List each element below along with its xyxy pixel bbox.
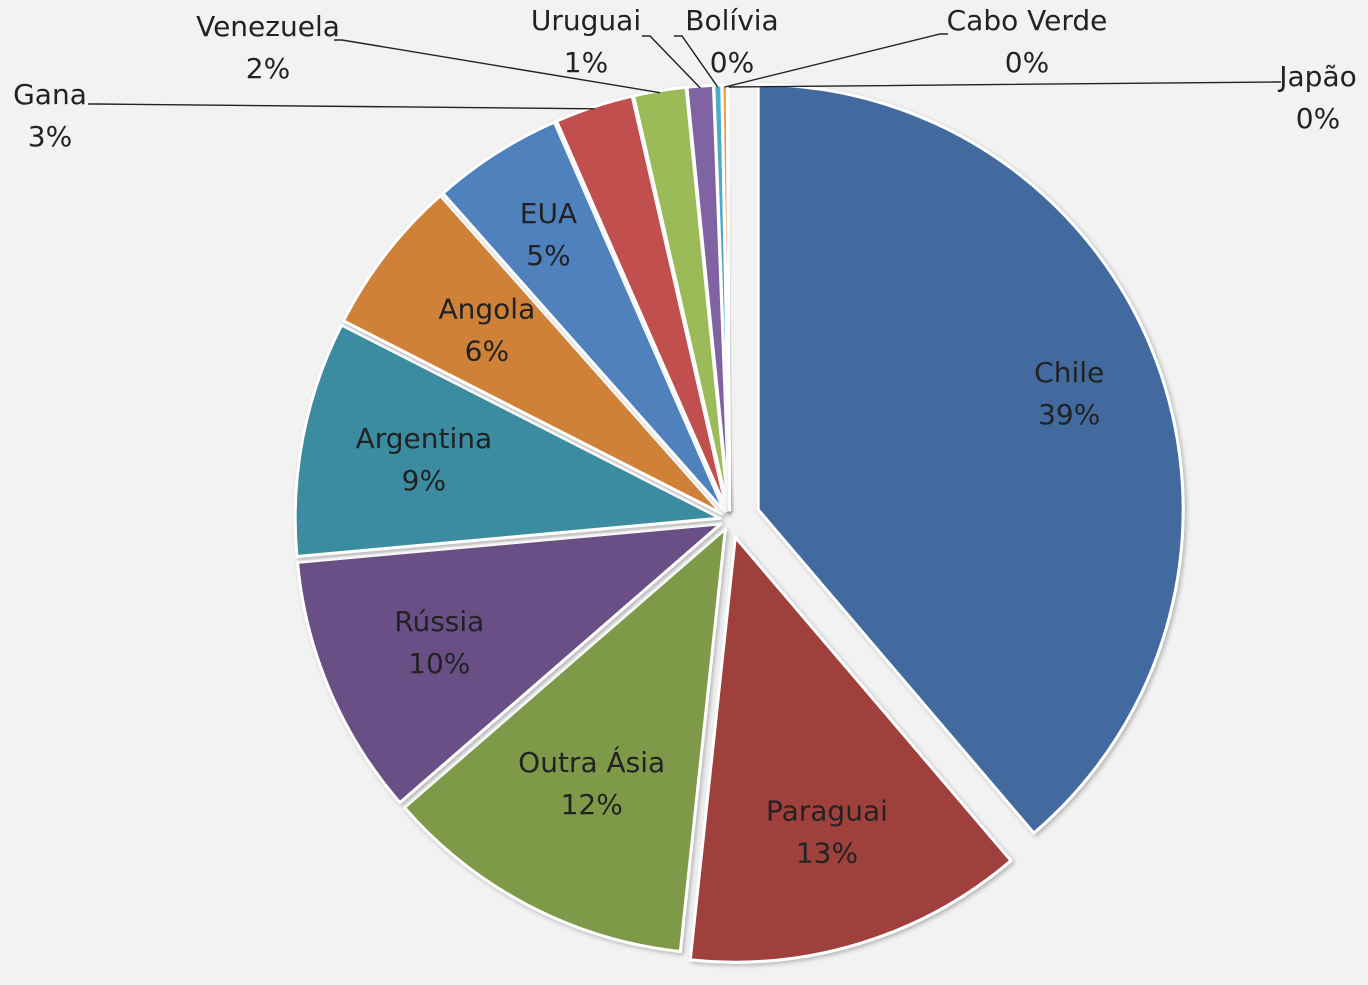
- pie-slice-paraguai: [688, 535, 1013, 964]
- data-label-eua: EUA 5%: [520, 197, 577, 272]
- percent-label-uruguai: 1%: [564, 46, 608, 79]
- pie-slice-russia: [296, 522, 723, 805]
- data-label-argentina: Argentina 9%: [356, 422, 493, 497]
- percent-label-chile: 39%: [1038, 398, 1100, 431]
- data-label-russia: Rússia 10%: [394, 605, 484, 680]
- percent-label-outra-asia: 12%: [561, 788, 623, 821]
- data-label-cabo-verde: Cabo Verde 0%: [947, 4, 1108, 79]
- pie-slice-argentina: [293, 323, 722, 559]
- labels-layer: Chile 39% Paraguai 13% Outra Ásia 12% Rússia 10…: [13, 4, 1357, 870]
- data-label-venezuela: Venezuela 2%: [196, 10, 340, 85]
- category-label-japao: Japão: [1277, 60, 1356, 93]
- category-label-argentina: Argentina: [356, 422, 493, 455]
- percent-label-russia: 10%: [408, 647, 470, 680]
- leader-line-japao: [728, 81, 1281, 88]
- category-label-cabo-verde: Cabo Verde: [947, 4, 1108, 37]
- percent-label-angola: 6%: [465, 335, 509, 368]
- leader-line-uruguai: [642, 35, 701, 89]
- category-label-angola: Angola: [438, 293, 535, 326]
- category-label-russia: Rússia: [394, 605, 484, 638]
- data-label-gana: Gana 3%: [13, 78, 87, 153]
- category-label-eua: EUA: [520, 197, 577, 230]
- category-label-outra-asia: Outra Ásia: [518, 745, 665, 779]
- data-label-uruguai: Uruguai 1%: [531, 4, 641, 79]
- data-label-bolivia: Bolívia 0%: [685, 4, 778, 79]
- pie-slice-outra-asia: [402, 527, 727, 953]
- pie-slice-gana: [555, 94, 729, 513]
- pie-slice-eua: [441, 120, 727, 514]
- percent-label-eua: 5%: [526, 239, 570, 272]
- data-label-paraguai: Paraguai 13%: [766, 795, 888, 870]
- data-label-outra-asia: Outra Ásia 12%: [518, 745, 665, 821]
- data-label-chile: Chile 39%: [1034, 356, 1104, 431]
- data-label-angola: Angola 6%: [438, 293, 535, 368]
- percent-label-bolivia: 0%: [710, 46, 754, 79]
- leader-line-venezuela: [334, 39, 661, 94]
- category-label-paraguai: Paraguai: [766, 795, 888, 828]
- category-label-chile: Chile: [1034, 356, 1104, 389]
- pie-slice-chile: [756, 83, 1185, 835]
- percent-label-cabo-verde: 0%: [1005, 46, 1049, 79]
- leader-line-cabo-verde: [724, 33, 948, 88]
- category-label-gana: Gana: [13, 78, 87, 111]
- category-label-venezuela: Venezuela: [196, 10, 340, 43]
- leader-line-gana: [88, 103, 595, 110]
- slices-layer: [293, 83, 1185, 964]
- percent-label-argentina: 9%: [402, 464, 446, 497]
- leader-line-bolivia: [674, 35, 719, 88]
- category-label-bolivia: Bolívia: [685, 4, 778, 37]
- percent-label-paraguai: 13%: [796, 837, 858, 870]
- category-label-uruguai: Uruguai: [531, 4, 641, 37]
- percent-label-venezuela: 2%: [246, 52, 290, 85]
- data-label-japao: Japão 0%: [1277, 60, 1356, 135]
- pie-slice-angola: [341, 194, 724, 516]
- percent-label-japao: 0%: [1296, 102, 1340, 135]
- leader-lines-layer: [88, 33, 1281, 110]
- percent-label-gana: 3%: [28, 120, 72, 153]
